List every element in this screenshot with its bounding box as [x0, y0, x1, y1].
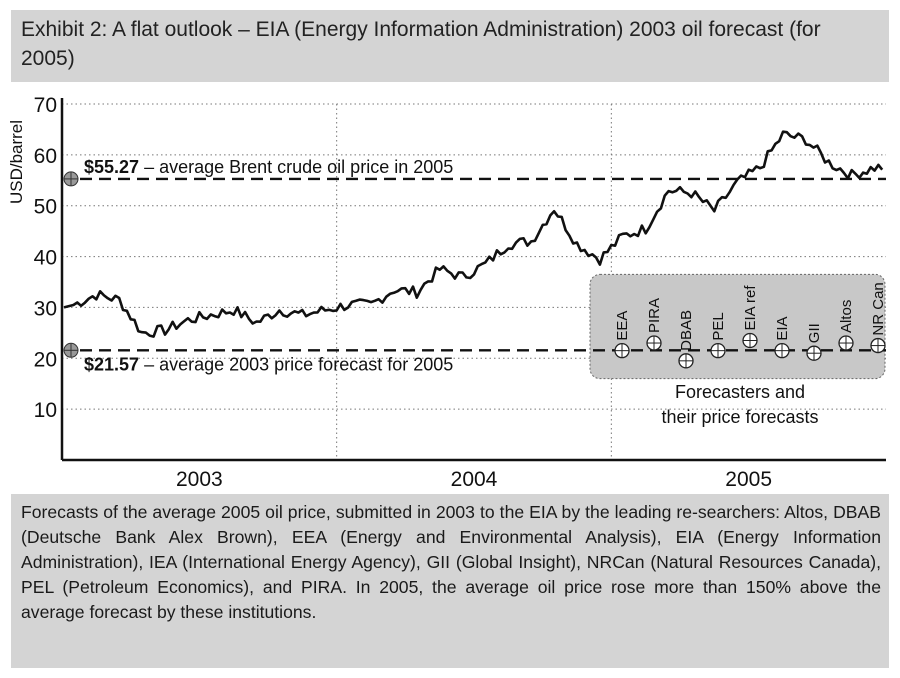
chart-title: Exhibit 2: A flat outlook – EIA (Energy … [21, 18, 821, 70]
y-tick-label: 20 [34, 348, 57, 371]
y-axis-label: USD/barrel [7, 120, 26, 204]
y-tick-label: 40 [34, 247, 57, 270]
forecaster-label: EIA ref [742, 285, 759, 331]
forecaster-label: PIRA [646, 298, 663, 333]
average-2005-label: $55.27 – average Brent crude oil price i… [84, 157, 453, 177]
y-tick-label: 10 [34, 399, 57, 422]
forecaster-label: Altos [838, 300, 855, 333]
y-tick-label: 60 [34, 145, 57, 168]
x-tick-label: 2005 [725, 468, 772, 491]
label-text: – average 2003 price forecast for 2005 [139, 354, 453, 374]
forecasters-annotation-line2: their price forecasts [661, 407, 818, 427]
forecaster-label: EEA [614, 311, 631, 341]
forecaster-label: PEL [710, 312, 727, 340]
forecast-average-label: $21.57 – average 2003 price forecast for… [84, 354, 453, 374]
forecaster-label: GII [806, 323, 823, 343]
x-tick-label: 2004 [451, 468, 498, 491]
x-tick-label: 2003 [176, 468, 223, 491]
y-tick-label: 50 [34, 196, 57, 219]
forecasters-annotation-line1: Forecasters and [675, 382, 805, 402]
label-text: – average Brent crude oil price in 2005 [139, 157, 453, 177]
label-value: $55.27 [84, 157, 139, 177]
forecaster-label: EIA [774, 316, 791, 340]
forecaster-label: NR Can [870, 282, 887, 335]
label-value: $21.57 [84, 354, 139, 374]
caption-panel: Forecasts of the average 2005 oil price,… [11, 494, 889, 668]
y-tick-label: 70 [34, 94, 57, 117]
y-tick-label: 30 [34, 297, 57, 320]
title-panel: Exhibit 2: A flat outlook – EIA (Energy … [11, 10, 889, 82]
chart-area: 10 20 30 40 50 60 70 USD/barrel 2003 2004 2005 $55.… [0, 84, 900, 494]
oil-price-chart: 10 20 30 40 50 60 70 USD/barrel 2003 2004 2005 $55.… [7, 94, 887, 491]
brent-price-line [63, 130, 884, 338]
caption-text: Forecasts of the average 2005 oil price,… [21, 502, 881, 622]
forecaster-label: DBAB [678, 310, 695, 351]
